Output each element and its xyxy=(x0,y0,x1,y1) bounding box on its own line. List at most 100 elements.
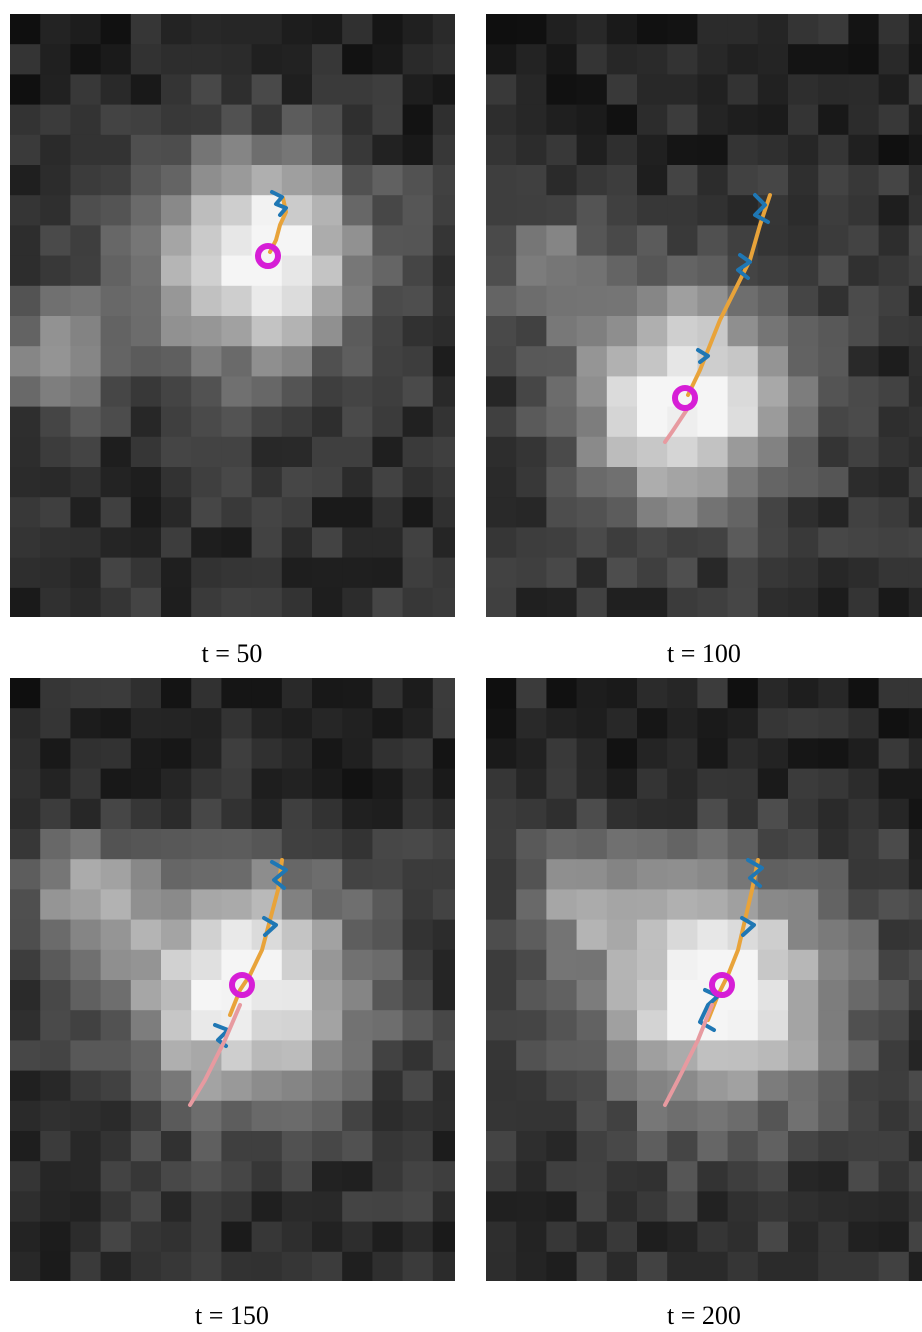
pixel xyxy=(667,225,698,256)
pixel xyxy=(697,769,728,800)
pixel xyxy=(728,44,759,75)
pixel xyxy=(191,44,222,75)
pixel xyxy=(282,135,313,166)
pixel xyxy=(312,44,343,75)
pixel xyxy=(879,1252,910,1283)
pixel xyxy=(131,225,162,256)
pixel xyxy=(879,195,910,226)
pixel xyxy=(312,1222,343,1253)
pixel xyxy=(577,920,608,951)
pixel xyxy=(848,1161,879,1192)
pixel xyxy=(848,1010,879,1041)
pixel xyxy=(70,1010,101,1041)
pixel xyxy=(607,74,638,105)
pixel xyxy=(577,859,608,890)
pixel xyxy=(161,407,192,438)
pixel xyxy=(909,135,922,166)
pixel xyxy=(516,889,547,920)
pixel xyxy=(879,407,910,438)
pixel xyxy=(516,527,547,558)
pixel xyxy=(10,558,41,589)
pixel xyxy=(546,980,577,1011)
pixel xyxy=(161,950,192,981)
pixel xyxy=(546,738,577,769)
pixel xyxy=(667,44,698,75)
pixel xyxy=(818,376,849,407)
pixel xyxy=(848,1222,879,1253)
pixel xyxy=(101,1010,132,1041)
pixel xyxy=(252,407,283,438)
pixel xyxy=(342,286,373,317)
pixel xyxy=(312,135,343,166)
pixel xyxy=(667,437,698,468)
pixel xyxy=(433,105,464,136)
pixel xyxy=(697,678,728,709)
pixel xyxy=(403,829,434,860)
pixel xyxy=(848,829,879,860)
pixel xyxy=(758,527,789,558)
pixel xyxy=(516,286,547,317)
pixel xyxy=(486,678,517,709)
pixel xyxy=(486,14,517,45)
pixel xyxy=(788,527,819,558)
pixel xyxy=(697,1101,728,1132)
pixel xyxy=(312,769,343,800)
pixel xyxy=(909,980,922,1011)
pixel xyxy=(252,165,283,196)
pixel xyxy=(252,980,283,1011)
pixel xyxy=(101,859,132,890)
pixel xyxy=(403,859,434,890)
caption: t = 50 xyxy=(202,639,263,668)
pixel xyxy=(282,407,313,438)
pixel xyxy=(221,738,252,769)
pixel xyxy=(607,980,638,1011)
pixel xyxy=(161,889,192,920)
pixel xyxy=(788,256,819,287)
pixel xyxy=(909,678,922,709)
pixel xyxy=(879,859,910,890)
pixel xyxy=(516,225,547,256)
pixel xyxy=(312,256,343,287)
pixel xyxy=(486,738,517,769)
pixel xyxy=(101,527,132,558)
pixel xyxy=(372,1101,403,1132)
pixel xyxy=(342,1191,373,1222)
pixel xyxy=(101,769,132,800)
pixel xyxy=(342,44,373,75)
pixel xyxy=(667,467,698,498)
pixel xyxy=(161,1252,192,1283)
pixel xyxy=(909,286,922,317)
pixel xyxy=(282,708,313,739)
pixel xyxy=(252,467,283,498)
pixel xyxy=(848,407,879,438)
pixel xyxy=(342,558,373,589)
pixel xyxy=(10,1252,41,1283)
pixel xyxy=(788,859,819,890)
pixel xyxy=(161,799,192,830)
pixel xyxy=(637,678,668,709)
pixel xyxy=(403,1071,434,1102)
pixel xyxy=(909,1222,922,1253)
pixel xyxy=(101,467,132,498)
pixel xyxy=(221,437,252,468)
pixel xyxy=(252,1131,283,1162)
pixel xyxy=(312,708,343,739)
pixel xyxy=(879,165,910,196)
pixel xyxy=(728,527,759,558)
pixel xyxy=(607,1101,638,1132)
pixel xyxy=(252,738,283,769)
pixel xyxy=(101,195,132,226)
pixel xyxy=(191,346,222,377)
pixel xyxy=(70,407,101,438)
pixel xyxy=(667,165,698,196)
pixel xyxy=(909,14,922,45)
pixel xyxy=(546,105,577,136)
pixel xyxy=(758,497,789,528)
pixel xyxy=(486,286,517,317)
pixel xyxy=(101,1161,132,1192)
pixel xyxy=(728,558,759,589)
pixel xyxy=(101,889,132,920)
pixel xyxy=(697,1191,728,1222)
pixel xyxy=(516,135,547,166)
pixel xyxy=(607,588,638,619)
